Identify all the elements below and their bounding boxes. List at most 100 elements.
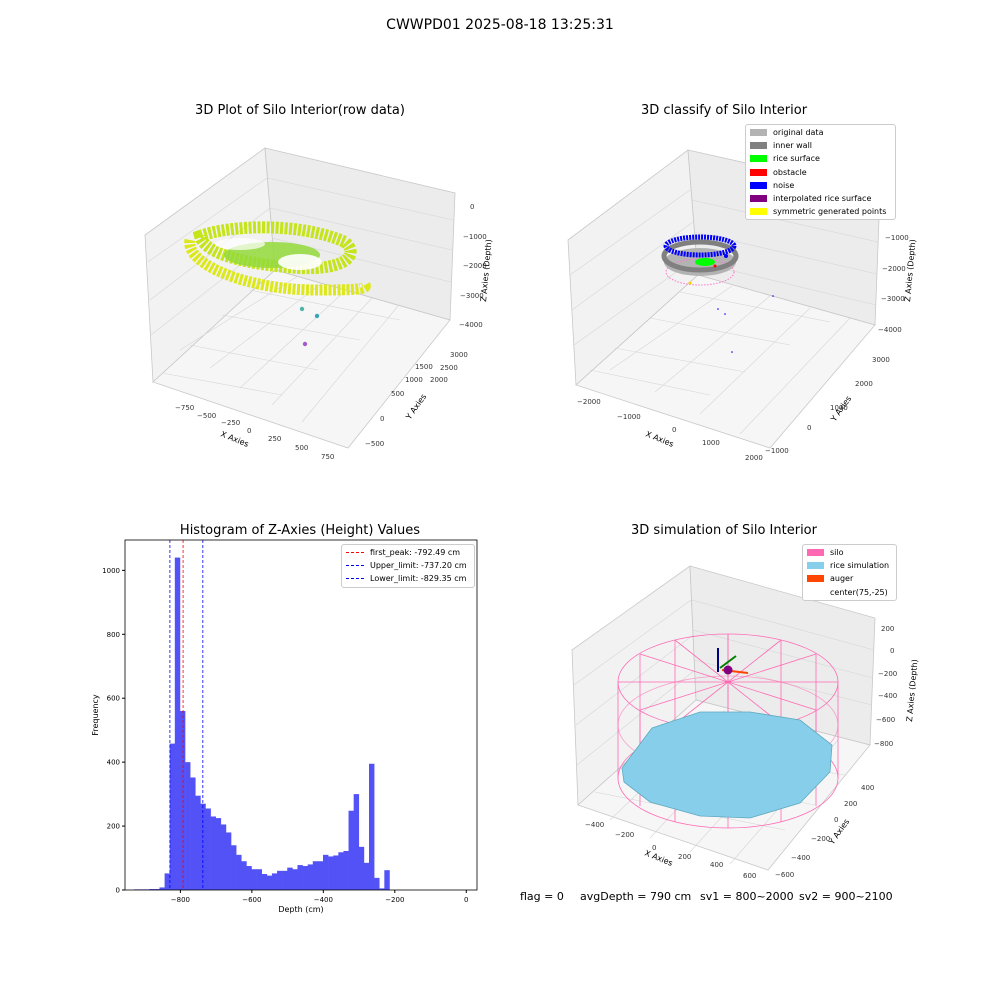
panel1-y-tick: 500 xyxy=(391,390,404,398)
legend-swatch xyxy=(750,155,767,163)
panel2-x-ticks: −2000 −1000 0 1000 2000 xyxy=(577,398,763,462)
panel4-legend: silo rice simulation auger center(75,-25… xyxy=(802,544,897,601)
histogram-bar xyxy=(164,873,171,890)
panel2-noise-point xyxy=(731,351,733,353)
panel1-z-tick: 0 xyxy=(470,203,474,211)
panel1-y-tick: 0 xyxy=(380,415,384,423)
histogram-bar xyxy=(215,818,222,890)
histogram-bar xyxy=(343,851,349,890)
legend-entry-original-data: original data xyxy=(746,126,895,139)
legend-swatch xyxy=(750,142,767,150)
x-tick-label: −800 xyxy=(171,896,190,904)
panel1-z-label: Z Axies (Depth) xyxy=(479,239,493,302)
histogram-y-label: Frequency xyxy=(91,694,100,736)
legend-entry-auger: auger xyxy=(803,572,896,585)
panel2-y-tick: 3000 xyxy=(872,356,890,364)
panel2-x-label: X Axies xyxy=(644,430,675,449)
panel2-noise-point xyxy=(724,254,728,258)
histogram-bar xyxy=(384,870,390,890)
panel4-plot: −400 −200 0 200 400 600 −600 −400 −200 0… xyxy=(571,565,919,880)
panel2-z-tick: −4000 xyxy=(878,326,902,334)
sv1-text: sv1 = 800~2000 xyxy=(700,890,794,903)
y-tick-label: 600 xyxy=(107,695,120,703)
panel2-noise-point xyxy=(724,313,726,315)
histogram-bar xyxy=(169,743,176,890)
panel4-x-tick: 600 xyxy=(743,872,756,880)
panel2-z-tick: −1000 xyxy=(885,234,909,242)
panel4-y-tick: −400 xyxy=(791,854,810,862)
legend-swatch xyxy=(807,588,824,596)
histogram-bar xyxy=(149,889,155,890)
panel2-y-tick: 0 xyxy=(807,424,811,432)
legend-entry-inner-wall: inner wall xyxy=(746,139,895,152)
panel1-panes xyxy=(144,147,456,449)
panel1-x-tick: 500 xyxy=(295,444,308,452)
legend-swatch xyxy=(750,181,767,189)
panel4-auger-center xyxy=(723,665,733,675)
panel2-inner-wall xyxy=(661,239,739,273)
panel2-y-ticks: −1000 0 1000 2000 3000 xyxy=(765,356,890,455)
legend-swatch xyxy=(807,549,824,557)
panel2-rice-surface xyxy=(695,258,715,266)
legend-swatch xyxy=(750,208,767,216)
panel4-z-tick: −800 xyxy=(874,740,893,748)
histogram-x-label: Depth (cm) xyxy=(278,905,323,914)
legend-entry-first-peak: first_peak: -792.49 cm xyxy=(342,546,474,559)
histogram-bar xyxy=(271,873,278,890)
histogram-bar xyxy=(369,763,375,890)
legend-entry-rice-surface: rice surface xyxy=(746,152,895,165)
histogram-bar xyxy=(251,869,257,890)
histogram-bar xyxy=(236,854,242,890)
histogram-bar xyxy=(338,852,344,890)
histogram-bar xyxy=(179,711,186,890)
panel1-x-tick: −500 xyxy=(197,412,216,420)
histogram-bar xyxy=(348,810,354,890)
histogram-bar xyxy=(190,777,196,890)
x-tick-label: −600 xyxy=(242,896,261,904)
legend-swatch xyxy=(750,168,767,176)
panel2-interpolated-ring xyxy=(665,258,735,286)
x-tick-label: −200 xyxy=(385,896,404,904)
panel2-symmetric-point xyxy=(688,281,692,285)
avg-depth-text: avgDepth = 790 cm xyxy=(580,890,692,903)
panel4-z-tick: −400 xyxy=(878,692,897,700)
legend-swatch xyxy=(807,575,824,583)
histogram-bar xyxy=(266,875,273,890)
histogram-bar xyxy=(297,865,303,890)
y-tick-label: 200 xyxy=(107,823,120,831)
panel2-noise-point xyxy=(717,308,719,310)
histogram-bar xyxy=(231,845,237,890)
flag-text: flag = 0 xyxy=(520,890,564,903)
panel2-noise-ring xyxy=(663,234,737,258)
x-tick-label: −400 xyxy=(314,896,333,904)
panel2-noise-point xyxy=(772,295,774,297)
y-tick-label: 400 xyxy=(107,759,120,767)
legend-entry-interpolated-rice-surface: interpolated rice surface xyxy=(746,192,895,205)
panel4-z-ticks: 200 0 −200 −400 −600 −800 xyxy=(874,625,897,748)
panel2-x-tick: −1000 xyxy=(617,413,641,421)
histogram-bar xyxy=(159,887,165,890)
panel4-y-ticks: −600 −400 −200 0 200 400 xyxy=(775,784,874,879)
panel4-auger xyxy=(717,648,749,675)
panel1-z-tick: −4000 xyxy=(459,321,483,329)
panel1-rice-ring-front xyxy=(184,238,371,296)
panel4-x-ticks: −400 −200 0 200 400 600 xyxy=(585,821,756,880)
histogram-bar xyxy=(174,557,181,890)
legend-entry-upper-limit: Upper_limit: -737.20 cm xyxy=(342,559,474,572)
panel4-x-tick: −400 xyxy=(585,821,604,829)
legend-swatch xyxy=(750,129,767,137)
histogram-bar xyxy=(323,854,329,890)
panel3-histogram: −800 −600 −400 −200 0 0 200 400 600 800 1000 Depth … xyxy=(91,539,478,914)
panel4-y-tick: 400 xyxy=(861,784,874,792)
histogram-bar xyxy=(379,888,385,890)
y-tick-label: 1000 xyxy=(102,567,120,575)
legend-dash xyxy=(346,565,364,567)
legend-entry-center: center(75,-25) xyxy=(803,586,896,599)
panel4-z-tick: 200 xyxy=(881,625,894,633)
panel2-x-tick: −2000 xyxy=(577,398,601,406)
histogram-bar xyxy=(210,816,216,890)
panel4-x-label: X Axies xyxy=(643,849,674,868)
panel2-x-tick: 2000 xyxy=(745,454,763,462)
panel1-title: 3D Plot of Silo Interior(row data) xyxy=(195,103,405,118)
sv2-text: sv2 = 900~2100 xyxy=(799,890,893,903)
